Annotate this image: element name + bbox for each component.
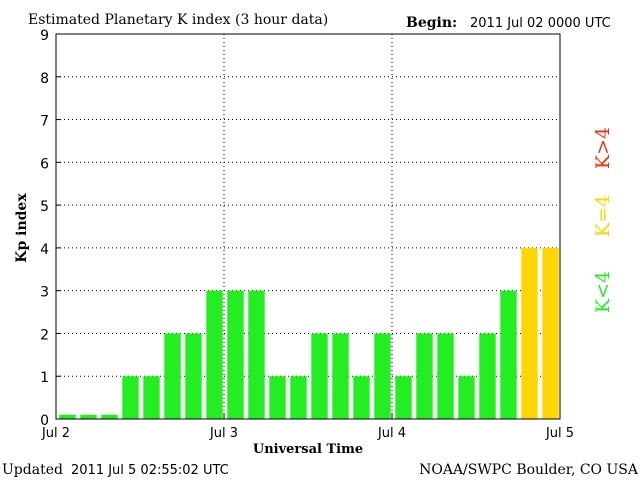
kp-bar: [416, 333, 433, 419]
kp-bar: [479, 333, 496, 419]
bars: [59, 247, 559, 419]
y-tick-label: 9: [40, 28, 49, 44]
legend: K<4 K=4 K>4: [592, 127, 614, 313]
kp-bar: [500, 290, 517, 419]
kp-bar: [143, 376, 160, 419]
kp-bar: [353, 376, 370, 419]
y-tick-label: 1: [40, 370, 49, 386]
y-tick-label: 3: [40, 285, 49, 301]
kp-bar: [101, 414, 118, 419]
kp-bar: [164, 333, 181, 419]
updated-label: Updated: [2, 462, 63, 478]
kp-bar: [269, 376, 286, 419]
kp-bar: [248, 290, 265, 419]
kp-bar: [227, 290, 244, 419]
y-tick-label: 2: [40, 327, 49, 343]
kp-bar: [521, 247, 538, 419]
kp-bar: [458, 376, 475, 419]
updated-value: 2011 Jul 5 02:55:02 UTC: [71, 463, 229, 478]
x-tick-label: Jul 3: [209, 426, 238, 441]
legend-label: K=4: [592, 195, 614, 237]
begin-label: Begin:: [406, 15, 457, 31]
y-tick-label: 7: [40, 114, 49, 130]
kp-bar: [542, 247, 559, 419]
y-tick-label: 6: [40, 156, 49, 172]
chart-title: Estimated Planetary K index (3 hour data…: [28, 12, 328, 28]
x-axis-label: Universal Time: [253, 442, 363, 457]
y-tick-label: 5: [40, 199, 49, 215]
x-tick-label: Jul 2: [41, 426, 70, 441]
plot-frame: [55, 33, 561, 420]
x-ticks: Jul 2 Jul 3 Jul 4 Jul 5: [41, 413, 574, 441]
source-credit: NOAA/SWPC Boulder, CO USA: [419, 462, 639, 478]
kp-bar: [374, 333, 391, 419]
kp-bar: [59, 414, 76, 419]
kp-bar: [122, 376, 139, 419]
y-tick-label: 8: [40, 71, 49, 87]
kp-bar: [185, 333, 202, 419]
y-tick-label: 4: [40, 242, 49, 258]
grid-lines: [56, 34, 560, 419]
y-axis-label: Kp index: [14, 193, 30, 263]
legend-label: K<4: [592, 271, 614, 313]
x-tick-label: Jul 5: [545, 426, 574, 441]
kp-bar: [290, 376, 307, 419]
kp-bar: [395, 376, 412, 419]
kp-bar: [80, 414, 97, 419]
kp-bar: [206, 290, 223, 419]
x-tick-label: Jul 4: [377, 426, 406, 441]
y-tick-label: 0: [40, 413, 49, 429]
kp-bar: [311, 333, 328, 419]
begin-value: 2011 Jul 02 0000 UTC: [470, 16, 611, 31]
kp-bar: [332, 333, 349, 419]
y-ticks: 0 1 2 3 4 5 6 7 8 9: [40, 28, 61, 429]
legend-label: K>4: [592, 127, 614, 169]
kp-bar: [437, 333, 454, 419]
